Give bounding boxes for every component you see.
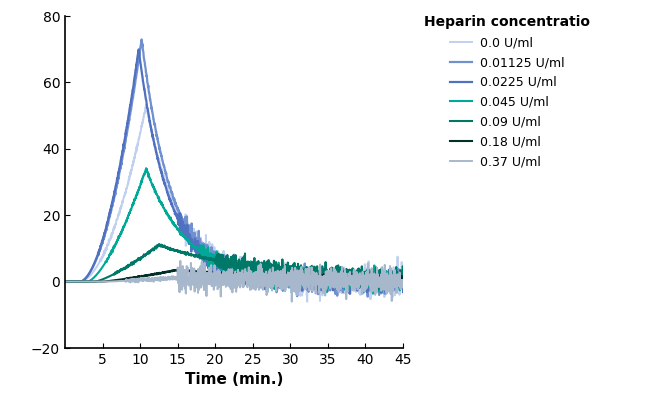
Legend: 0.0 U/ml, 0.01125 U/ml, 0.0225 U/ml, 0.045 U/ml, 0.09 U/ml, 0.18 U/ml, 0.37 U/ml: 0.0 U/ml, 0.01125 U/ml, 0.0225 U/ml, 0.0… (419, 10, 595, 173)
X-axis label: Time (min.): Time (min.) (185, 372, 283, 388)
